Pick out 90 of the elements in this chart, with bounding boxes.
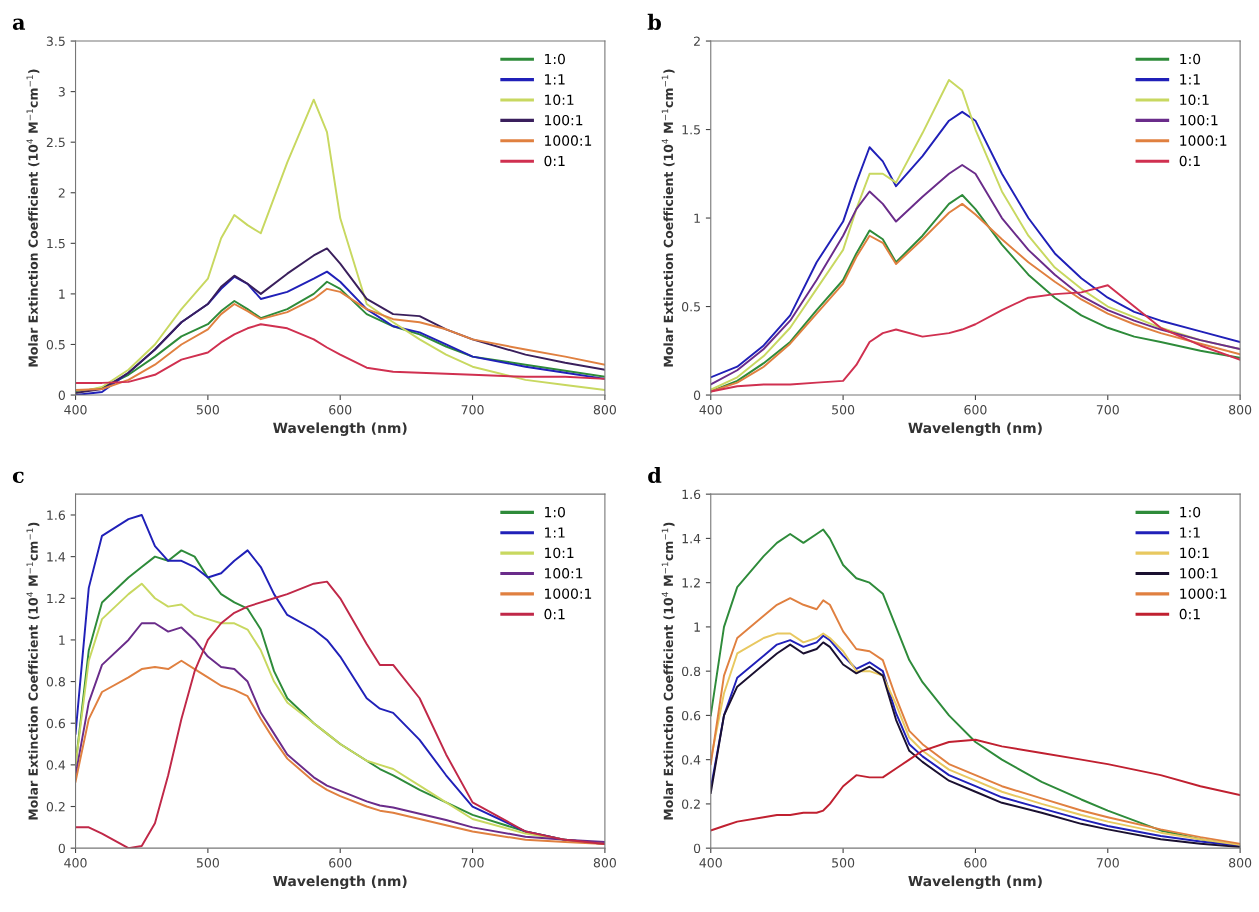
y-tick-label: 0.8	[681, 666, 701, 677]
x-tick-label: 700	[461, 858, 484, 868]
legend-label: 1:0	[1180, 506, 1201, 518]
line-series	[710, 738, 1241, 832]
chart-title: c	[12, 471, 24, 484]
legend-label: 1:1	[545, 74, 565, 85]
legend-label: 10:1	[1180, 547, 1209, 559]
y-tick-label: 1.6	[682, 489, 701, 500]
legend-label: 1:0	[545, 506, 565, 518]
x-axis-title: Wavelength (nm)	[908, 875, 1042, 890]
x-tick-label: 500	[196, 404, 219, 415]
y-tick-label: 1	[59, 635, 65, 645]
x-tick-label: 500	[196, 858, 219, 868]
y-tick-label: 2	[58, 188, 65, 198]
y-tick-label: 1.2	[682, 578, 700, 588]
y-tick-label: 0	[693, 843, 701, 854]
legend-label: 1000:1	[1180, 588, 1227, 599]
legend-label: 100:1	[545, 114, 583, 126]
x-axis-title: Wavelength (nm)	[273, 422, 407, 436]
y-tick-label: 0	[693, 390, 701, 400]
y-tick-label: 0.6	[681, 710, 701, 721]
y-tick-label: 1.2	[47, 593, 65, 604]
legend-label: 0:1	[1179, 608, 1200, 620]
y-tick-label: 0.5	[46, 339, 65, 350]
legend-label: 10:1	[1180, 94, 1209, 106]
x-tick-label: 700	[1096, 404, 1119, 415]
x-tick-label: 600	[964, 404, 987, 415]
y-axis-title: Molar Extinction Coefficient (10$^{4}$ M$^{−1}$cm$^{−1}$)	[26, 69, 40, 367]
line-series	[75, 622, 605, 843]
legend-label: 100:1	[1180, 568, 1218, 579]
y-tick-label: 0.5	[681, 302, 700, 312]
y-tick-label: 0.2	[681, 799, 700, 809]
y-tick-label: 1.5	[682, 125, 700, 135]
x-tick-label: 400	[699, 858, 722, 868]
y-tick-label: 1.4	[682, 534, 701, 544]
x-tick-label: 400	[64, 858, 87, 868]
legend-label: 100:1	[545, 568, 583, 579]
x-tick-label: 500	[832, 858, 855, 868]
legend-label: 1000:1	[545, 588, 592, 599]
x-axis-title: Wavelength (nm)	[908, 422, 1042, 436]
chart-title: a	[12, 18, 26, 30]
x-tick-label: 600	[329, 858, 352, 868]
legend-label: 0:1	[1179, 155, 1200, 167]
x-tick-label: 400	[64, 404, 87, 415]
chart-title: b	[647, 13, 661, 30]
y-tick-label: 1.6	[47, 510, 66, 520]
y-tick-label: 0.4	[46, 760, 66, 770]
x-tick-label: 600	[964, 858, 987, 868]
x-tick-label: 800	[593, 404, 616, 415]
x-tick-label: 800	[1229, 858, 1252, 868]
y-tick-label: 1	[694, 213, 700, 223]
legend-label: 1:1	[1180, 74, 1200, 85]
y-tick-label: 0.8	[46, 677, 65, 687]
x-tick-label: 800	[593, 858, 616, 868]
x-tick-label: 500	[832, 404, 855, 415]
y-axis-title: Molar Extinction Coefficient (10$^{4}$ M$^{−1}$cm$^{−1}$)	[26, 522, 40, 820]
x-tick-label: 400	[699, 404, 722, 415]
y-tick-label: 0	[58, 390, 65, 400]
y-tick-label: 2.5	[46, 137, 65, 148]
x-axis-title: Wavelength (nm)	[273, 875, 407, 890]
y-tick-label: 3.5	[46, 36, 65, 46]
y-axis-title: Molar Extinction Coefficient (10$^{4}$ M$^{−1}$cm$^{−1}$)	[661, 69, 675, 367]
legend-label: 1000:1	[545, 135, 592, 146]
x-tick-label: 600	[329, 404, 352, 415]
legend-label: 10:1	[545, 547, 574, 559]
legend-label: 1:1	[545, 527, 565, 538]
y-tick-label: 0	[58, 843, 65, 854]
y-tick-label: 1	[59, 289, 65, 299]
legend-label: 1:1	[1180, 527, 1200, 538]
y-tick-label: 1	[694, 622, 700, 632]
line-series	[75, 323, 605, 384]
x-tick-label: 700	[461, 404, 484, 415]
y-tick-label: 1.5	[47, 238, 65, 249]
legend-label: 1:0	[1180, 53, 1201, 65]
y-tick-label: 0.2	[46, 801, 65, 812]
x-tick-label: 700	[1096, 858, 1119, 868]
legend-label: 0:1	[544, 155, 565, 167]
y-tick-label: 3	[58, 87, 65, 97]
legend-label: 0:1	[544, 608, 565, 620]
y-axis-title: Molar Extinction Coefficient (10$^{4}$ M$^{−1}$cm$^{−1}$)	[661, 522, 675, 820]
y-tick-label: 1.4	[47, 552, 66, 562]
y-tick-label: 0.6	[46, 718, 66, 729]
legend-label: 10:1	[545, 94, 574, 106]
legend-label: 1000:1	[1180, 135, 1227, 146]
chart-title: d	[648, 466, 662, 484]
legend-label: 100:1	[1180, 114, 1218, 126]
y-tick-label: 2	[694, 36, 700, 46]
legend-label: 1:0	[545, 53, 565, 65]
y-tick-label: 0.4	[681, 755, 701, 765]
x-tick-label: 800	[1229, 404, 1252, 415]
